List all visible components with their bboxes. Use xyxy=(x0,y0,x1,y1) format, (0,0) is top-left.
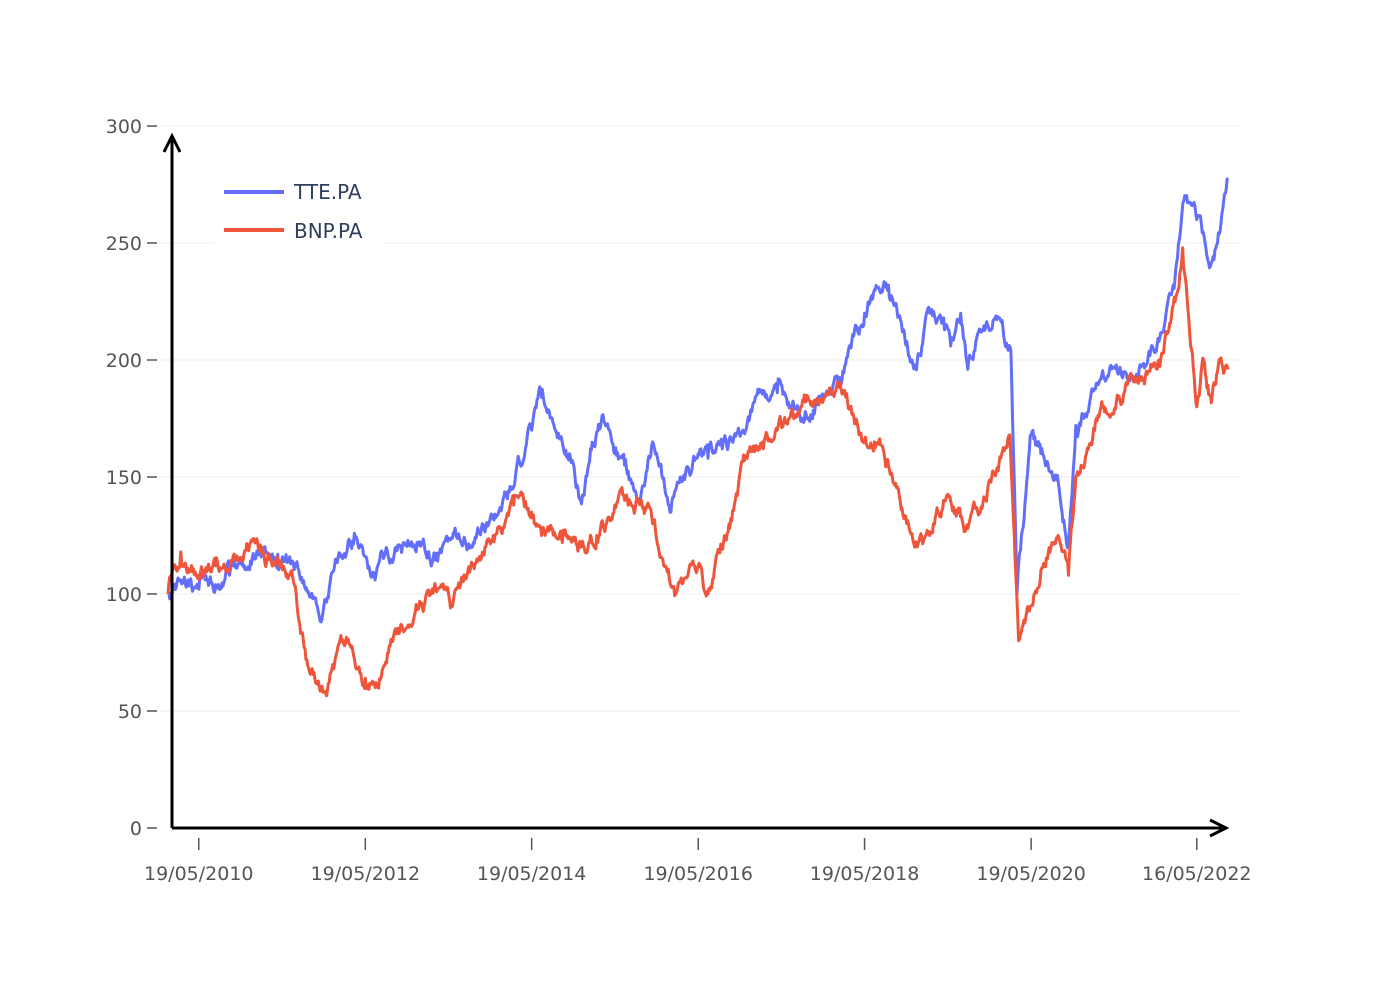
x-tick-label: 16/05/2022 xyxy=(1142,863,1252,885)
x-tick-label: 19/05/2012 xyxy=(311,863,421,885)
legend-label-tte: TTE.PA xyxy=(293,180,362,204)
x-tick-label: 19/05/2018 xyxy=(810,863,920,885)
y-tick-label: 0 xyxy=(130,818,142,840)
series-line-bnp-pa xyxy=(166,246,1230,698)
x-tick-label: 19/05/2020 xyxy=(976,863,1086,885)
x-axis-arrowhead xyxy=(1209,818,1230,838)
y-tick-label: 250 xyxy=(106,233,142,255)
y-tick-label: 300 xyxy=(106,116,142,138)
legend-background xyxy=(214,172,382,248)
y-tick-label: 150 xyxy=(106,467,142,489)
y-axis-arrowhead xyxy=(162,132,182,153)
y-tick-label: 200 xyxy=(106,350,142,372)
x-axis-ticks: 19/05/2010 19/05/2012 19/05/2014 19/05/2016… xyxy=(144,838,1252,885)
x-tick-label: 19/05/2014 xyxy=(477,863,587,885)
axes xyxy=(162,132,1230,838)
series-lines xyxy=(166,177,1230,698)
y-axis-ticks: 0 50 100 150 200 250 300 xyxy=(106,116,157,840)
y-tick-label: 100 xyxy=(106,584,142,606)
y-tick-label: 50 xyxy=(118,701,142,723)
x-tick-label: 19/05/2016 xyxy=(643,863,753,885)
x-tick-label: 19/05/2010 xyxy=(144,863,254,885)
legend-label-bnp: BNP.PA xyxy=(294,219,363,243)
series-line-tte-pa xyxy=(167,177,1229,624)
legend: TTE.PA BNP.PA xyxy=(214,172,382,248)
